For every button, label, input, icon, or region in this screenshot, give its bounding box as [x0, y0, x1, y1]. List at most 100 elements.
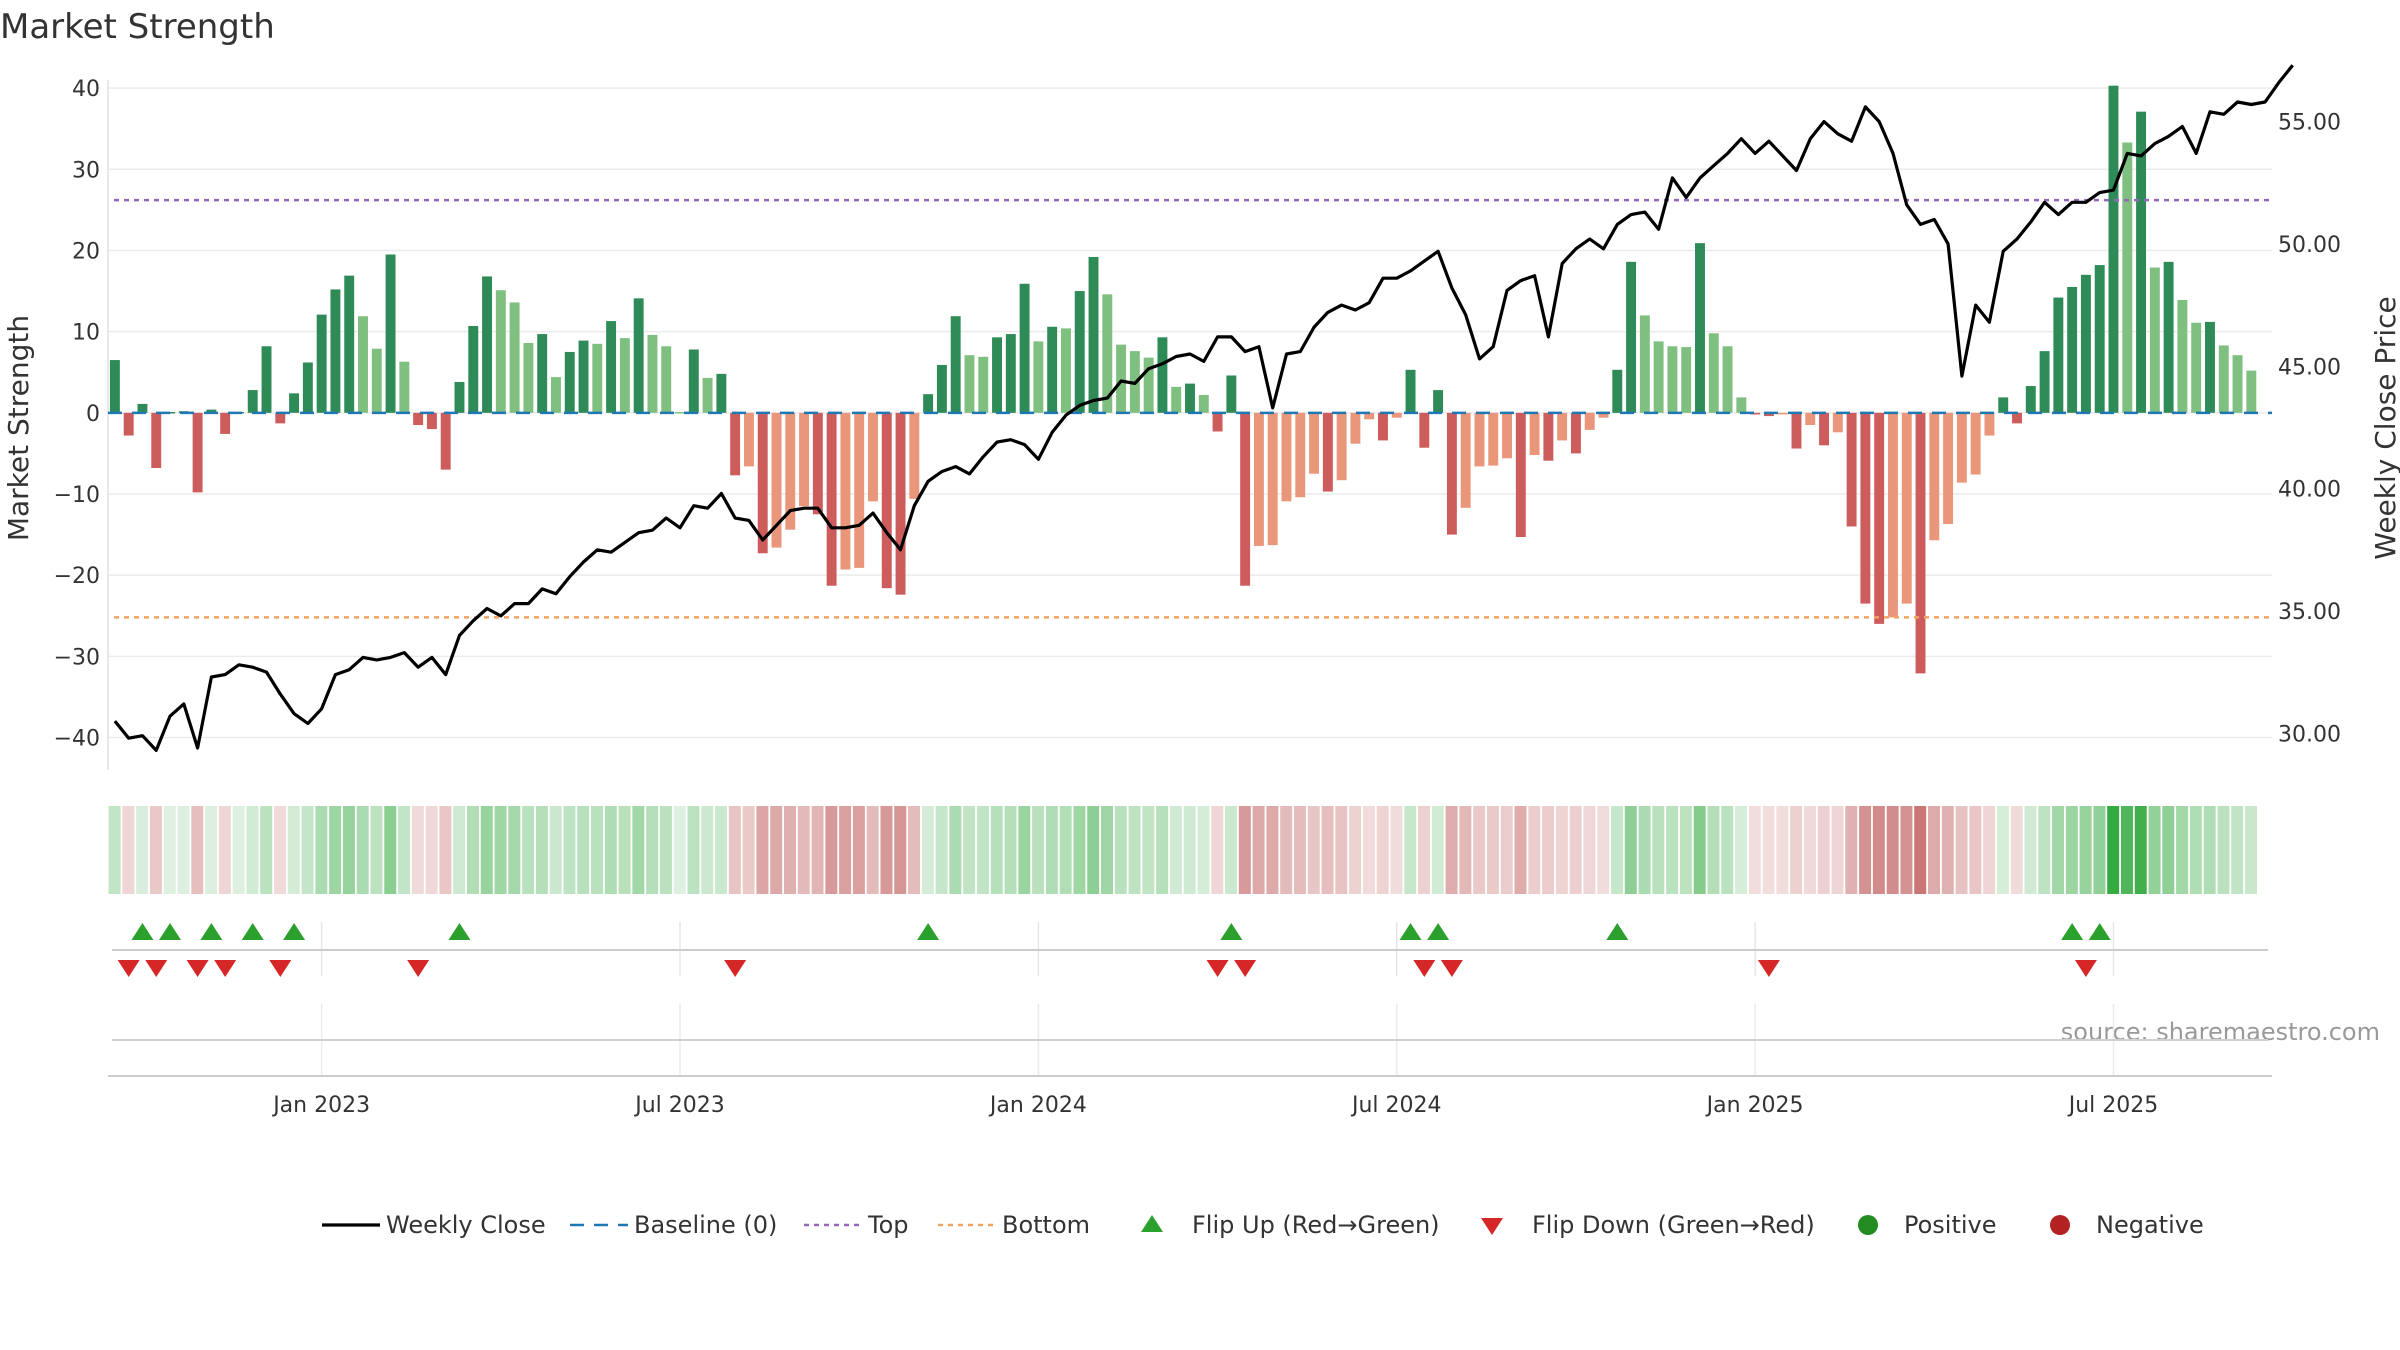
heat-cell [1597, 806, 1610, 894]
flip-up-marker [1606, 923, 1629, 940]
strength-bar [1405, 369, 1416, 413]
heat-cell [1996, 806, 2009, 894]
green-dot-icon [1858, 1215, 1878, 1235]
heat-cell [1955, 806, 1968, 894]
strength-bar [426, 412, 437, 430]
flip-down-marker [1413, 960, 1436, 977]
heat-cell [246, 806, 259, 894]
strength-bar [1033, 341, 1044, 413]
flip-up-marker [2061, 923, 2084, 940]
strength-bar [1584, 412, 1595, 430]
heat-cell [232, 806, 245, 894]
heat-cell [1721, 806, 1734, 894]
strength-bar [1667, 346, 1678, 413]
strength-bar [1929, 412, 1940, 541]
heat-cell [1183, 806, 1196, 894]
flip-down-marker [117, 960, 140, 977]
strength-bar [1005, 334, 1016, 413]
triangle-down-icon [1481, 1218, 1503, 1235]
heat-cell [673, 806, 686, 894]
red-dot-icon [2050, 1215, 2070, 1235]
strength-bar [1943, 412, 1954, 525]
strength-bar [1984, 412, 1995, 436]
chart-title: Market Strength [0, 7, 275, 47]
heat-cell [1666, 806, 1679, 894]
heat-cell [1018, 806, 1031, 894]
flip-up-marker [159, 923, 182, 940]
heat-cell [990, 806, 1003, 894]
flip-up-marker [917, 923, 940, 940]
strength-bar [316, 314, 327, 413]
strength-bar [1750, 412, 1761, 415]
y-tick-label-left: −10 [54, 483, 100, 508]
heat-cell [839, 806, 852, 894]
y-tick-label-left: −30 [54, 645, 100, 670]
flip-down-marker [1206, 960, 1229, 977]
strength-bar [1226, 375, 1237, 413]
flip-down-marker [1757, 960, 1780, 977]
heat-cell [1859, 806, 1872, 894]
strength-bar [220, 412, 231, 434]
heat-cell [1486, 806, 1499, 894]
strength-panel: 40 30 20 10 0 −10 −20 −30 −40 55.00 50.00 45.00 40.0… [54, 64, 2341, 770]
flip-down-marker [1234, 960, 1257, 977]
strength-bar [2080, 274, 2091, 413]
heat-cell [1087, 806, 1100, 894]
strength-bar [1267, 412, 1278, 546]
flip-down-marker [724, 960, 747, 977]
heat-cell [701, 806, 714, 894]
strength-bar [1887, 412, 1898, 618]
flip-up-marker [241, 923, 264, 940]
date-axis-panel: Jan 2023 Jul 2023 Jan 2024 Jul 2024 Jan 2025… [108, 1004, 2272, 1118]
flip-up-marker [200, 923, 223, 940]
strength-bar [302, 362, 313, 413]
y-tick-label-left: 30 [72, 158, 100, 183]
strength-bar [1240, 412, 1251, 586]
strength-bar [165, 412, 175, 414]
strength-bar [1433, 390, 1444, 413]
strength-bar [1860, 412, 1871, 604]
strength-bar [1681, 347, 1692, 413]
triangle-up-icon [1141, 1215, 1163, 1232]
legend-label: Top [867, 1211, 909, 1239]
heat-cell [1473, 806, 1486, 894]
heat-cell [715, 806, 728, 894]
legend-label: Negative [2096, 1211, 2204, 1239]
flip-down-marker [214, 960, 237, 977]
heat-cell [260, 806, 273, 894]
flip-up-marker [131, 923, 154, 940]
heat-cell [1445, 806, 1458, 894]
flip-down-marker [186, 960, 209, 977]
strength-bar [1846, 412, 1857, 527]
strength-bar [909, 412, 920, 499]
strength-bar [275, 412, 286, 424]
heat-cell [783, 806, 796, 894]
heat-cell [1638, 806, 1651, 894]
heat-cell [2010, 806, 2023, 894]
heat-cell [2024, 806, 2037, 894]
strength-bar [1763, 412, 1774, 417]
y-tick-label-left: −40 [54, 727, 100, 752]
heat-cell [2189, 806, 2202, 894]
y-tick-label-left: 20 [72, 239, 100, 264]
heat-cell [1872, 806, 1885, 894]
y-tick-label-right: 35.00 [2278, 600, 2341, 625]
strength-bar [482, 276, 493, 413]
legend-label: Bottom [1002, 1211, 1090, 1239]
strength-bar [1116, 344, 1127, 413]
strength-bar [1598, 412, 1609, 418]
heat-cell [797, 806, 810, 894]
heat-cell [563, 806, 576, 894]
strength-bar [1543, 412, 1554, 461]
y-tick-label-left: 0 [86, 402, 100, 427]
heat-cell [1376, 806, 1389, 894]
heat-cell [1555, 806, 1568, 894]
strength-bar [509, 302, 520, 413]
strength-bar [1391, 412, 1402, 418]
flip-up-marker [1220, 923, 1243, 940]
legend-label: Weekly Close [386, 1211, 546, 1239]
heat-cell [2052, 806, 2065, 894]
flip-up-marker [1399, 923, 1422, 940]
heat-cell [1528, 806, 1541, 894]
